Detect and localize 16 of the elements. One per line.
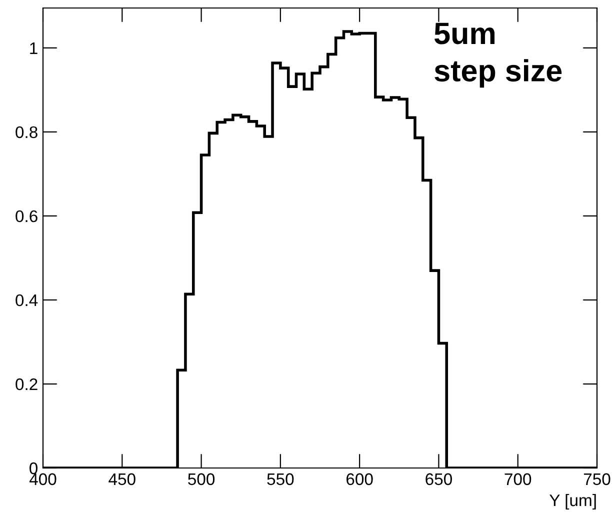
x-tick-label: 650 bbox=[426, 473, 452, 486]
x-tick-label: 600 bbox=[346, 473, 373, 486]
y-tick-label: 0.4 bbox=[16, 294, 38, 306]
x-tick-label: 450 bbox=[108, 473, 136, 486]
y-tick-label: 0.8 bbox=[16, 126, 38, 138]
x-tick-label: 700 bbox=[504, 473, 532, 486]
x-tick-label: 500 bbox=[188, 473, 215, 486]
x-axis-title: Y [um] bbox=[550, 494, 596, 510]
y-tick-label: 0.2 bbox=[16, 378, 38, 390]
x-tick-label: 750 bbox=[584, 473, 610, 486]
y-tick-label: 0.6 bbox=[16, 210, 38, 222]
y-tick-label: 1 bbox=[30, 42, 38, 54]
x-tick-label: 550 bbox=[267, 473, 294, 486]
x-tick-label: 400 bbox=[29, 473, 56, 486]
annotation: 5um step size bbox=[434, 22, 562, 88]
y-tick-label: 0 bbox=[30, 462, 38, 474]
